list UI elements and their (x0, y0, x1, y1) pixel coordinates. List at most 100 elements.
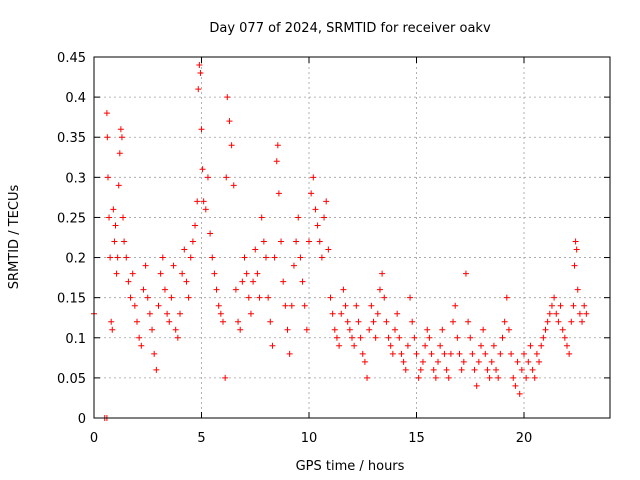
data-point (131, 302, 138, 309)
data-point (252, 246, 259, 253)
data-point (333, 334, 340, 341)
data-point (579, 318, 586, 325)
data-point (349, 334, 355, 341)
data-point (570, 302, 577, 309)
data-point (177, 310, 183, 317)
data-point (452, 302, 459, 309)
data-point (254, 270, 261, 277)
data-point (312, 206, 319, 213)
data-point (149, 326, 156, 333)
data-point (447, 350, 454, 357)
data-point (256, 294, 263, 301)
data-point (417, 366, 424, 373)
data-point (106, 214, 113, 221)
data-point (112, 222, 119, 229)
data-point (486, 374, 493, 381)
x-tick-label: 10 (301, 431, 318, 446)
data-point (274, 142, 281, 149)
data-point (439, 326, 446, 333)
data-point (499, 334, 506, 341)
data-point (544, 318, 551, 325)
data-point (531, 374, 538, 381)
data-point (220, 318, 226, 325)
data-point (546, 310, 553, 317)
data-point (475, 358, 482, 365)
data-point (136, 334, 143, 341)
data-point (381, 294, 388, 301)
data-point (104, 174, 111, 181)
data-point (583, 310, 590, 317)
data-point (284, 326, 291, 333)
data-point (469, 350, 476, 357)
data-point (109, 326, 116, 333)
data-point (340, 286, 347, 293)
data-point (344, 318, 351, 325)
data-point (183, 278, 190, 285)
data-point (564, 342, 570, 349)
data-point (385, 334, 392, 341)
data-point (306, 238, 312, 245)
data-point (195, 86, 202, 93)
data-point (366, 326, 373, 333)
data-point (200, 198, 207, 205)
data-point (331, 326, 338, 333)
data-point (508, 350, 515, 357)
data-point (456, 350, 463, 357)
data-point (505, 326, 512, 333)
data-point (288, 302, 295, 309)
data-point (576, 310, 583, 317)
x-tick-labels: 0 5 10 15 20 (90, 431, 532, 446)
data-point (426, 334, 433, 341)
data-point (465, 318, 472, 325)
data-point (430, 366, 437, 373)
data-point (518, 366, 525, 373)
y-tick-label: 0.15 (57, 292, 86, 307)
data-point (525, 358, 532, 365)
data-point (482, 350, 489, 357)
x-tick-label: 5 (197, 431, 205, 446)
data-point (361, 358, 368, 365)
data-point (241, 254, 248, 261)
data-point (574, 286, 581, 293)
data-point (202, 206, 209, 213)
data-point (120, 214, 127, 221)
data-point (157, 270, 164, 277)
data-point (181, 246, 188, 253)
data-point (572, 238, 579, 245)
data-point (113, 270, 120, 277)
data-point (224, 94, 231, 101)
data-point (409, 318, 416, 325)
data-point (503, 294, 510, 301)
y-tick-label: 0 (78, 412, 86, 427)
data-point (512, 382, 519, 389)
data-point (235, 318, 242, 325)
x-tick-label: 0 (90, 431, 98, 446)
data-point (488, 358, 495, 365)
data-point (419, 358, 426, 365)
data-point (142, 262, 149, 269)
data-point (413, 350, 420, 357)
data-point (495, 374, 502, 381)
data-point (275, 190, 282, 197)
data-point (392, 326, 398, 333)
data-point (290, 262, 297, 269)
data-point (168, 294, 175, 301)
x-axis-label: GPS time / hours (296, 459, 405, 474)
y-tick-label: 0.4 (65, 91, 86, 106)
data-point (161, 286, 168, 293)
data-point (104, 134, 111, 141)
data-point (129, 270, 136, 277)
data-point (368, 302, 375, 309)
plot-frame (93, 56, 611, 419)
data-point (258, 214, 265, 221)
data-point (329, 310, 336, 317)
y-tick-label: 0.35 (57, 131, 86, 146)
y-tick-label: 0.45 (57, 51, 86, 66)
data-point (310, 174, 317, 181)
data-point (415, 374, 422, 381)
data-point (323, 198, 330, 205)
data-point (174, 334, 181, 341)
y-tick-label: 0.05 (57, 372, 86, 387)
data-point (155, 302, 162, 309)
